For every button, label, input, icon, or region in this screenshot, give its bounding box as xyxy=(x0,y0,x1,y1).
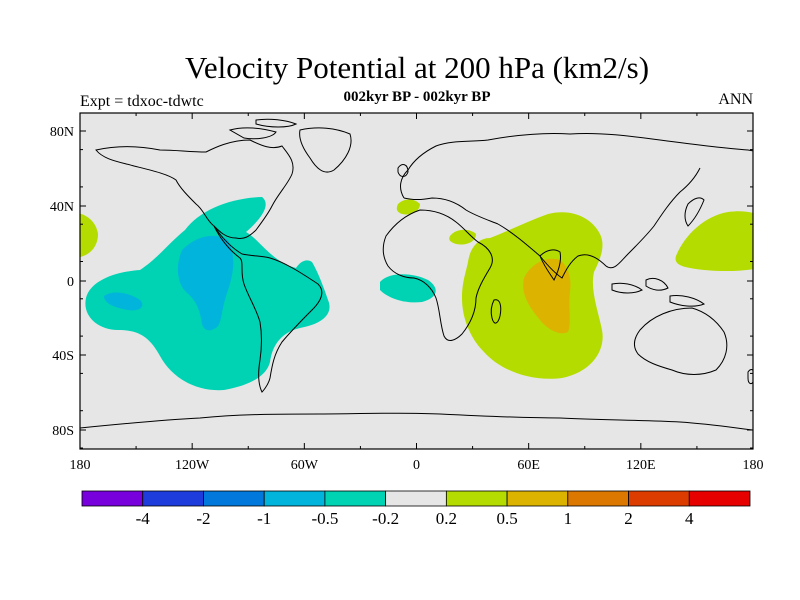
colorbar-swatch xyxy=(567,490,629,507)
lon-tick-label: 120E xyxy=(626,458,656,473)
colorbar-tick-label: -2 xyxy=(196,509,210,528)
lat-tick-label: 80N xyxy=(50,125,74,140)
lat-tick-label: 80S xyxy=(52,424,74,439)
colorbar-swatch xyxy=(263,490,326,507)
colorbar-tick-label: 2 xyxy=(624,509,633,528)
mediterranean-positive xyxy=(396,199,420,215)
red-sea-positive xyxy=(449,229,476,245)
coastlines xyxy=(80,118,753,431)
colorbar-swatch xyxy=(445,490,508,507)
colorbar-tick-label: 4 xyxy=(685,509,694,528)
east-pacific-core xyxy=(177,235,234,331)
colorbar-swatch xyxy=(203,490,265,507)
south-pacific-core xyxy=(104,292,143,311)
colorbar-swatch xyxy=(628,490,690,507)
colorbar-tick-label: -0.5 xyxy=(311,509,338,528)
lat-tick-label: 0 xyxy=(67,275,74,290)
colorbar-swatch xyxy=(324,490,387,507)
colorbar-swatch xyxy=(688,490,751,507)
lon-tick-label: 60W xyxy=(291,458,319,473)
indian-ocean-core xyxy=(523,258,571,334)
colorbar-swatch xyxy=(385,490,447,507)
colorbar-tick-label: 0.5 xyxy=(496,509,517,528)
page-title: Velocity Potential at 200 hPa (km2/s) xyxy=(184,50,650,85)
lat-tick-label: 40N xyxy=(50,200,74,215)
colorbar-tick-label: -0.2 xyxy=(372,509,399,528)
season-label: ANN xyxy=(718,91,753,108)
lon-tick-label: 180 xyxy=(743,458,764,473)
colorbar-tick-label: 0.2 xyxy=(436,509,457,528)
colorbar-tick-label: 1 xyxy=(564,509,573,528)
lon-tick-label: 0 xyxy=(413,458,420,473)
colorbar: -4 -2 -1 -0.5 -0.2 0.2 0.5 1 2 4 xyxy=(81,490,751,528)
colorbar-tick-label: -4 xyxy=(136,509,151,528)
colorbar-swatch xyxy=(506,490,569,507)
colorbar-swatch xyxy=(142,490,204,507)
dateline-positive xyxy=(80,213,98,257)
lon-tick-label: 60E xyxy=(517,458,540,473)
west-pacific-positive xyxy=(675,211,753,271)
lat-tick-label: 40S xyxy=(52,349,74,364)
colorbar-tick-label: -1 xyxy=(257,509,271,528)
colorbar-swatch xyxy=(81,490,144,507)
lon-tick-label: 180 xyxy=(70,458,91,473)
experiment-label: Expt = tdxoc-tdwtc xyxy=(80,93,204,110)
page-subtitle: 002kyr BP - 002kyr BP xyxy=(343,89,491,105)
lon-tick-label: 120W xyxy=(175,458,210,473)
